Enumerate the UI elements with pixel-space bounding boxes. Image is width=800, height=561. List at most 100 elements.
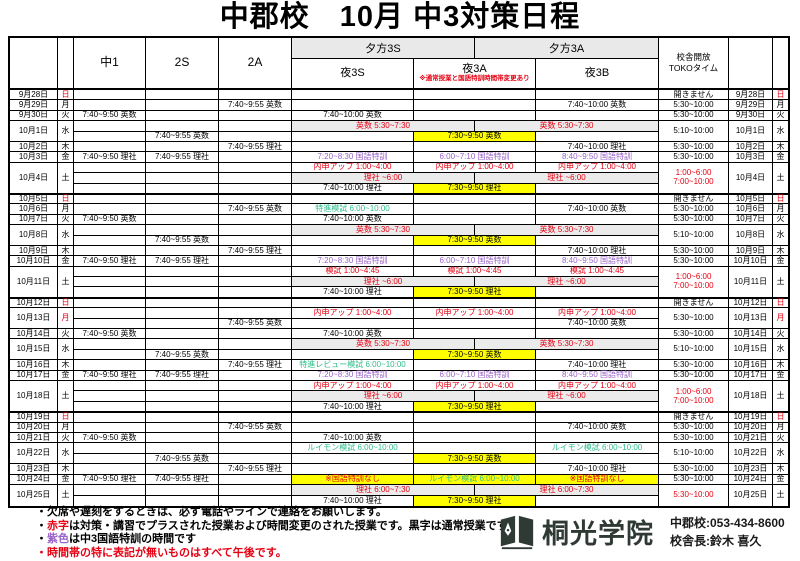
day-row: 10月25日土理社 6:00~7:30 理社 6:00~7:30 7:40~10:0… <box>10 484 788 506</box>
cell-2a: 7:40~9:55 英数 <box>219 318 292 329</box>
cell-2s <box>146 422 219 432</box>
table-body: 9月28日日開きません 9月28日日 9月29日月 7:40~9:55 英数 7:40~… <box>10 90 788 506</box>
toko-time: 5:30~10:00 <box>673 432 714 442</box>
date-cell: 10月6日 <box>10 204 58 214</box>
night-cell: 模試 1:00~4:45 <box>569 266 625 276</box>
night-section: 7:40~10:00 英数 <box>292 318 658 329</box>
cell-chu1: 7:40~9:50 英数 <box>74 110 146 121</box>
night-cell <box>292 194 414 204</box>
night-cell: 7:40~10:00 理社 <box>567 141 627 151</box>
dow-cell-right: 金 <box>776 370 785 380</box>
night-cell <box>292 349 414 360</box>
cell-2a <box>219 194 292 204</box>
night-cell: 内申アップ 1:00~4:00 <box>414 381 536 391</box>
day-row: 10月22日水ルイモン模試 6:00~10:00 ルイモン模試 6:00~10:0… <box>10 443 788 465</box>
cell-2s <box>146 204 219 214</box>
toko-time: 5:30~10:00 <box>673 490 714 500</box>
cell-2a <box>219 298 292 308</box>
night-cell: 6:00~7:10 国語特訓 <box>414 370 536 381</box>
schedule-subrow <box>74 90 658 100</box>
header-night-row: 夜3S 夜3A ※通常授業と国語特訓時間帯変更あり 夜3B <box>292 59 658 88</box>
brand-block: 桐光学院 中郡校:053-434-8600 校舎長:鈴木 喜久 <box>498 512 785 551</box>
dow-cell: 金 <box>58 370 74 381</box>
night-cell <box>414 141 536 152</box>
day-schedule: 7:40~9:50 英数 7:40~10:00 英数 <box>74 214 658 225</box>
night-section: 7:20~8:30 国語特訓 6:00~7:10 国語特訓 8:40~9:50 国語… <box>292 152 658 162</box>
night-cell: 理社 ~6:00 <box>292 173 475 183</box>
toko-label-line2: TOKOタイム <box>668 63 719 73</box>
note-segment: 赤字 <box>47 519 69 532</box>
day-row: 9月28日日開きません 9月28日日 <box>10 89 788 101</box>
cell-2s <box>146 484 219 495</box>
toko-time: 5:30~10:00 <box>673 141 714 151</box>
day-row: 10月21日火 7:40~9:50 英数 7:40~10:00 英数 5:30~10:… <box>10 432 788 444</box>
night-section: 英数 5:30~7:30 英数 5:30~7:30 <box>292 339 658 349</box>
night-cell: 7:40~10:00 理社 <box>567 463 627 473</box>
cell-chu1 <box>74 131 146 141</box>
schedule-subrow: 英数 5:30~7:30 英数 5:30~7:30 <box>74 225 658 236</box>
toko-time: 5:10~10:00 <box>673 230 714 239</box>
day-schedule <box>74 90 658 100</box>
schedule-subrow: 7:40~9:50 理社 7:40~9:55 理社 7:20~8:30 国語特訓 6:… <box>74 370 658 381</box>
toko-time: 5:30~10:00 <box>673 214 714 224</box>
night-cell: 内申アップ 1:00~4:00 <box>292 162 414 173</box>
toko-cell: 5:10~10:00 <box>658 225 729 245</box>
night-cell <box>414 464 536 474</box>
night-cell: 英数 5:30~7:30 <box>475 121 658 131</box>
night-section: 7:40~10:00 英数 <box>292 110 658 121</box>
day-row: 10月3日金 7:40~9:50 理社 7:40~9:55 理社 7:20~8:30 … <box>10 152 788 163</box>
night-section: 7:30~9:50 英数 <box>292 235 658 245</box>
dow-cell-right: 金 <box>776 255 785 265</box>
night-cell <box>536 215 658 224</box>
date-cell-right: 10月23日 <box>729 464 773 474</box>
day-schedule: 英数 5:30~7:30 英数 5:30~7:30 7:40~9:55 英数 7:30… <box>74 225 658 245</box>
schedule-subrow: 理社 6:00~7:30 理社 6:00~7:30 <box>74 484 658 496</box>
night-section: 7:40~10:00 英数 <box>292 329 658 339</box>
date-cell: 10月10日 <box>10 256 58 266</box>
schedule-subrow: 内申アップ 1:00~4:00 内申アップ 1:00~4:00 内申アップ 1:00… <box>74 162 658 174</box>
note-line: ・時間帯の特に表記が無いものはすべて午後です。 <box>36 547 518 561</box>
cell-2s <box>146 287 219 297</box>
toko-cell: 5:30~10:00 <box>658 204 729 214</box>
header-dow-right <box>773 38 788 88</box>
night-cell: 7:40~10:00 英数 <box>292 433 414 443</box>
cell-chu1 <box>74 287 146 297</box>
cell-chu1 <box>74 141 146 152</box>
schedule-subrow <box>74 298 658 308</box>
schedule-subrow: ルイモン模試 6:00~10:00 ルイモン模試 6:00~10:00 <box>74 443 658 454</box>
night-cell: 内申アップ 1:00~4:00 <box>292 381 414 391</box>
day-row: 10月13日月内申アップ 1:00~4:00 内申アップ 1:00~4:00 内申ア… <box>10 308 788 330</box>
schedule-subrow: 7:40~9:50 英数 7:40~10:00 英数 <box>74 329 658 339</box>
date-cell-right: 9月29日 <box>729 100 773 110</box>
cell-2a: 7:40~9:55 理社 <box>219 464 292 474</box>
night-cell: 内申アップ 1:00~4:00 <box>557 162 637 172</box>
header-night-3a: 夜3A ※通常授業と国語特訓時間帯変更あり <box>414 59 536 88</box>
schedule-subrow: 内申アップ 1:00~4:00 内申アップ 1:00~4:00 内申アップ 1:00… <box>74 308 658 319</box>
contact-info: 中郡校:053-434-8600 校舎長:鈴木 喜久 <box>670 514 785 550</box>
night-cell: 理社 ~6:00 <box>292 391 475 401</box>
cell-2s <box>146 308 219 318</box>
dow-cell-right: 水 <box>776 230 785 239</box>
toko-time: 5:30~10:00 <box>673 204 714 214</box>
night-cell <box>536 299 658 307</box>
cell-chu1 <box>74 422 146 432</box>
cell-2s <box>146 266 219 277</box>
date-cell: 10月15日 <box>10 339 58 360</box>
toko-time: 5:30~10:00 <box>673 100 714 110</box>
toko-time: 開きません <box>673 412 714 422</box>
cell-2a <box>219 173 292 183</box>
day-schedule <box>74 298 658 308</box>
cell-2a <box>219 401 292 412</box>
night-section: 7:40~10:00 英数 <box>292 422 658 432</box>
cell-2s <box>146 391 219 401</box>
dow-cell-right: 日 <box>776 89 785 99</box>
cell-chu1 <box>74 204 146 214</box>
night-cell <box>292 318 414 329</box>
schedule-subrow: 7:40~9:55 英数 7:40~10:00 英数 <box>74 422 658 432</box>
day-row: 9月30日火 7:40~9:50 英数 7:40~10:00 英数 5:30~10:0… <box>10 110 788 122</box>
date-cell: 10月20日 <box>10 422 58 432</box>
night-cell <box>414 194 536 204</box>
cell-2a <box>219 308 292 318</box>
night-cell <box>536 454 658 463</box>
toko-time: 1:00~6:00 <box>675 272 712 282</box>
